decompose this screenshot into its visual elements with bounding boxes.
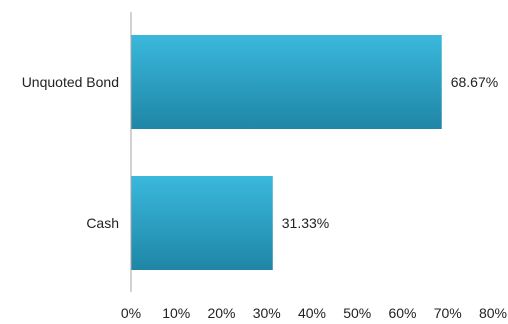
data-labels: 68.67% 31.33% (282, 74, 498, 231)
x-tick-label: 80% (479, 305, 507, 321)
bar-cash (131, 176, 273, 270)
data-label: 68.67% (451, 74, 498, 90)
x-tick-label: 70% (434, 305, 462, 321)
x-tick-labels: 0% 10% 20% 30% 40% 50% 60% 70% 80% (121, 305, 507, 321)
category-labels: Unquoted Bond Cash (22, 74, 119, 231)
bars-layer (131, 35, 442, 270)
x-tick-label: 10% (162, 305, 190, 321)
x-tick-label: 20% (207, 305, 235, 321)
x-tick-label: 30% (253, 305, 281, 321)
x-tick-label: 50% (343, 305, 371, 321)
data-label: 31.33% (282, 215, 329, 231)
category-label: Cash (86, 215, 119, 231)
x-tick-label: 0% (121, 305, 141, 321)
x-tick-label: 40% (298, 305, 326, 321)
category-label: Unquoted Bond (22, 74, 119, 90)
x-tick-label: 60% (388, 305, 416, 321)
bar-unquoted-bond (131, 35, 442, 129)
